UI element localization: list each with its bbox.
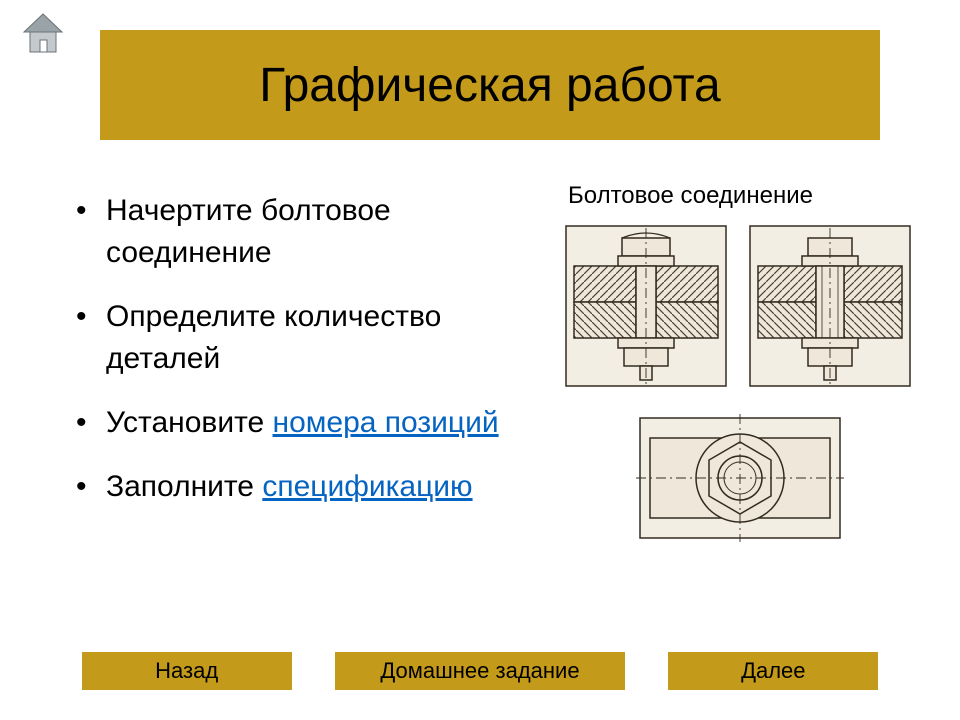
task-item-2: Определите количество деталей [70, 296, 520, 380]
homework-button[interactable]: Домашнее задание [335, 652, 625, 690]
back-button[interactable]: Назад [82, 652, 292, 690]
task-list: Начертите болтовое соединение Определите… [70, 190, 520, 530]
next-button[interactable]: Далее [668, 652, 878, 690]
front-section-view [566, 226, 726, 386]
figure-caption: Болтовое соединение [568, 182, 813, 210]
title-bar: Графическая работа [100, 30, 880, 140]
bolt-connection-drawing [560, 218, 920, 558]
positions-link[interactable]: номера позиций [273, 406, 499, 439]
task-text: Начертите болтовое соединение [106, 194, 391, 269]
side-section-view [750, 226, 910, 386]
task-text: Установите [106, 406, 273, 439]
task-item-3: Установите номера позиций [70, 402, 520, 444]
task-text: Заполните [106, 470, 262, 503]
page-title: Графическая работа [259, 58, 720, 113]
task-item-1: Начертите болтовое соединение [70, 190, 520, 274]
nav-bar: Назад Домашнее задание Далее [0, 652, 960, 690]
task-text: Определите количество деталей [106, 300, 441, 375]
top-view [636, 414, 844, 542]
home-icon[interactable] [20, 10, 66, 56]
specification-link[interactable]: спецификацию [262, 470, 472, 503]
task-item-4: Заполните спецификацию [70, 466, 520, 508]
